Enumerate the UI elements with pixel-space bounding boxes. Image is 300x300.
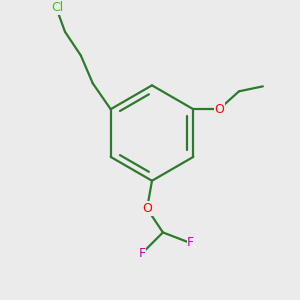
Text: O: O	[214, 103, 224, 116]
Text: F: F	[139, 247, 145, 260]
Text: Cl: Cl	[51, 1, 63, 14]
Text: O: O	[142, 202, 152, 215]
Text: F: F	[187, 236, 194, 249]
